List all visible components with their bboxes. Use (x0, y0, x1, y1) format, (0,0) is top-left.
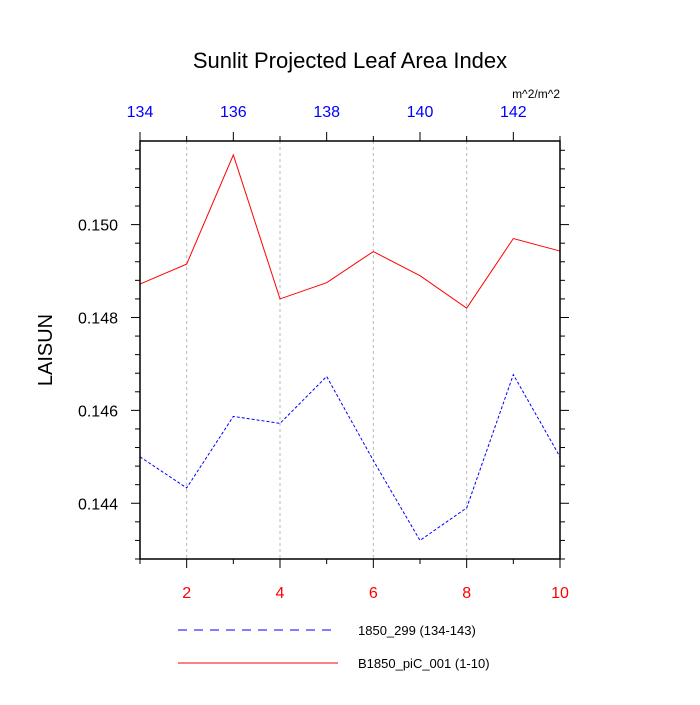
x-top-tick-label: 134 (127, 104, 154, 121)
legend-label-1: B1850_piC_001 (1-10) (358, 656, 490, 671)
x-bottom-tick-label: 6 (369, 585, 378, 602)
x-top-tick-label: 138 (313, 104, 340, 121)
plot-frame (139, 140, 561, 560)
grid-lines (186, 141, 468, 559)
series-line-1 (139, 153, 561, 309)
axes: 2 4 6 8 10 134 136 138 140 142 0.144 0.146 0.148 0.15… (78, 104, 569, 602)
y-tick-label: 0.150 (78, 218, 118, 235)
chart-title: Sunlit Projected Leaf Area Index (193, 48, 507, 73)
x-bottom-tick-label: 10 (551, 585, 569, 602)
legend: 1850_299 (134-143) B1850_piC_001 (1-10) (178, 623, 490, 671)
x-bottom-tick-label: 2 (182, 585, 191, 602)
series-layer (139, 153, 561, 542)
series-line-0 (139, 373, 561, 542)
x-bottom-tick-label: 4 (276, 585, 285, 602)
units-label: m^2/m^2 (512, 87, 560, 101)
legend-label-0: 1850_299 (134-143) (358, 623, 476, 638)
y-axis-label: LAISUN (35, 314, 57, 386)
x-top-tick-label: 142 (500, 104, 527, 121)
y-tick-label: 0.144 (78, 496, 118, 513)
x-top-tick-label: 136 (220, 104, 247, 121)
y-tick-label: 0.148 (78, 310, 118, 327)
x-bottom-tick-label: 8 (462, 585, 471, 602)
x-top-tick-label: 140 (407, 104, 434, 121)
y-tick-label: 0.146 (78, 403, 118, 420)
